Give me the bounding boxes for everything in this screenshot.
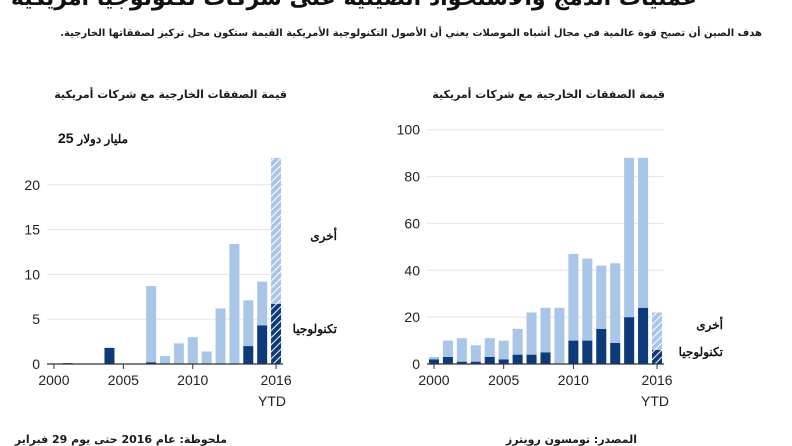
chart-right: 0 20 40 60 80 100 2000 2005 2010 2016 YTD أخرى تكنول…	[397, 122, 724, 409]
bar-other-2016	[652, 312, 663, 350]
chart-left: 0 5 10 15 20 2000 2005 2010 2016 YTD 25 مليار دولا…	[24, 130, 337, 409]
y-tick-label: 100	[397, 122, 421, 138]
bar-tech-2015	[638, 307, 649, 364]
bar-tech-2015	[257, 325, 268, 364]
bar-tech-2004	[104, 347, 115, 364]
y-tick-label: 20	[404, 309, 420, 325]
bar-tech-2008	[540, 352, 551, 364]
bar-tech-2016	[271, 303, 282, 364]
unit-label-number: 25	[58, 130, 77, 146]
bar-tech-2003	[470, 361, 481, 364]
bar-tech-2013	[610, 342, 621, 364]
bar-tech-2001	[442, 356, 453, 364]
bar-other-2008	[540, 307, 551, 353]
y-tick-label: 40	[404, 262, 420, 278]
unit-label-text: مليار دولار	[76, 132, 128, 147]
right-panel-title: قيمة الصفقات الخارجية مع شركات أمريكية	[432, 88, 665, 101]
bar-other-2007	[146, 286, 157, 363]
bar-tech-2007	[146, 362, 157, 364]
bar-tech-2004	[484, 356, 495, 364]
bar-other-2005	[498, 340, 509, 360]
bar-other-2003	[470, 345, 481, 362]
y-tick-label: 15	[24, 222, 40, 238]
y-tick-label: 10	[24, 266, 40, 282]
bar-tech-2014	[624, 317, 635, 364]
bar-tech-2011	[582, 340, 593, 364]
ytd-label: YTD	[258, 393, 286, 409]
bar-tech-2005	[498, 359, 509, 364]
y-tick-label: 20	[24, 177, 40, 193]
bar-other-2002	[456, 338, 467, 362]
bar-tech-2007	[526, 354, 537, 364]
footer-source: المصدر: تومسون رويترز	[505, 433, 637, 446]
bar-other-2015	[638, 157, 649, 308]
legend-tech: تكنولوجيا	[679, 345, 724, 360]
bar-other-2012	[596, 265, 607, 329]
bar-tech-2006	[512, 354, 523, 364]
bar-other-2009	[554, 307, 565, 364]
left-panel-title: قيمة الصفقات الخارجية مع شركات أمريكية	[54, 88, 287, 101]
bar-other-2010	[568, 253, 579, 341]
bar-other-2014	[624, 157, 635, 318]
legend-tech: تكنولوجيا	[293, 322, 338, 337]
y-tick-label: 80	[404, 169, 420, 185]
bar-tech-2014	[243, 346, 254, 364]
bar-tech-2016	[652, 349, 663, 364]
bar-other-2006	[512, 328, 523, 355]
y-tick-label: 0	[32, 356, 40, 372]
legend-other: أخرى	[310, 228, 337, 244]
legend-other: أخرى	[696, 317, 723, 333]
unit-label: 25 مليار دولار	[58, 130, 128, 147]
bar-tech-2000	[428, 359, 439, 364]
x-tick-label: 2016	[260, 372, 291, 388]
bar-tech-2002	[456, 361, 467, 364]
bar-tech-2010	[568, 340, 579, 364]
bar-other-2011	[201, 351, 212, 364]
bar-other-2004	[484, 338, 495, 357]
y-tick-label: 0	[412, 356, 420, 372]
x-tick-label: 2010	[177, 372, 208, 388]
footer-note: ملحوظة: عام 2016 حتى يوم 29 فبراير	[14, 433, 227, 446]
bar-other-2013	[610, 263, 621, 343]
bar-other-2014	[243, 300, 254, 347]
bar-tech-2012	[596, 328, 607, 364]
x-tick-label: 2016	[641, 372, 672, 388]
bar-other-2009	[173, 343, 184, 364]
subtitle: هدف الصين أن تصبح قوة عالمية في مجال أشب…	[60, 28, 762, 39]
x-tick-label: 2000	[38, 372, 69, 388]
x-tick-label: 2005	[108, 372, 139, 388]
bar-other-2007	[526, 312, 537, 355]
bar-other-2010	[187, 337, 198, 364]
y-tick-label: 5	[32, 311, 40, 327]
y-tick-label: 60	[404, 215, 420, 231]
x-tick-label: 2000	[418, 372, 449, 388]
bar-other-2015	[257, 281, 268, 326]
bar-other-2013	[229, 243, 240, 364]
bar-other-2011	[582, 258, 593, 341]
bar-other-2008	[160, 355, 170, 364]
bar-other-2000	[428, 356, 439, 360]
headline: عمليات الدمج والاستحواذ الصينية على شركا…	[11, 0, 697, 11]
bar-other-2012	[215, 308, 226, 364]
bar-other-2001	[442, 340, 453, 357]
x-tick-label: 2010	[558, 372, 589, 388]
x-tick-label: 2005	[488, 372, 519, 388]
ytd-label: YTD	[641, 393, 669, 409]
bar-other-2016	[271, 157, 282, 304]
